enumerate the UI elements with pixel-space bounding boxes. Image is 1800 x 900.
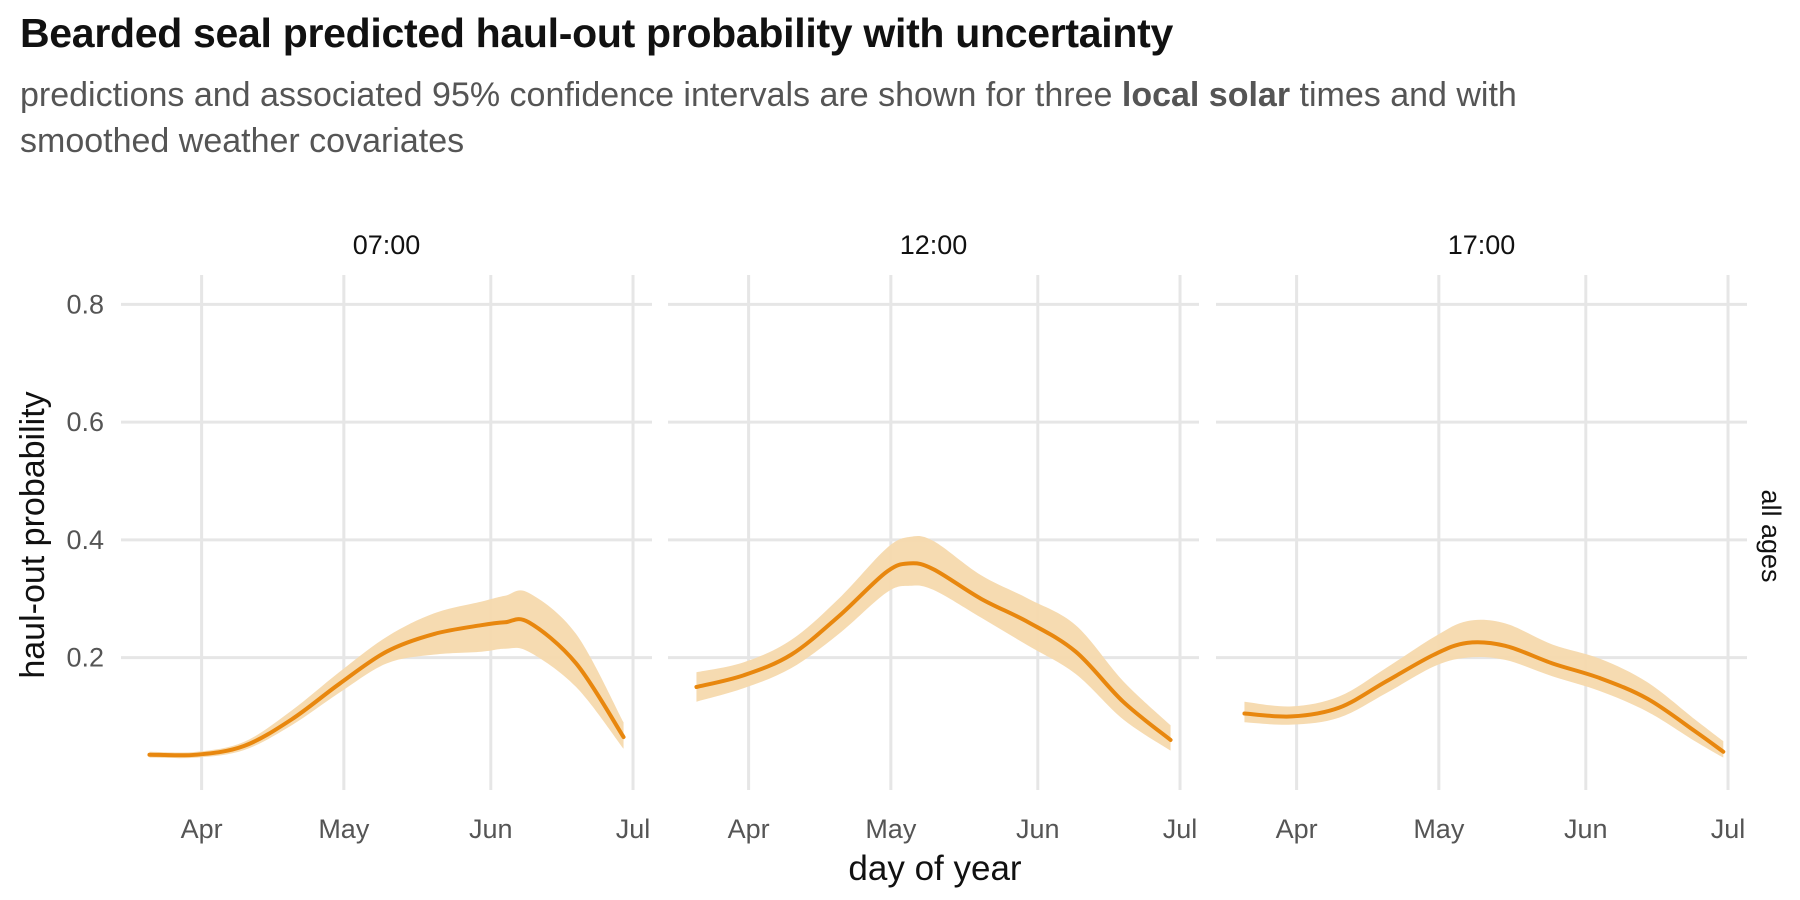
x-tick-label: Jun [469,814,513,844]
facet-panel: Apr May Jun Jul 07:00 [121,230,652,844]
prediction-line [694,561,1173,742]
y-tick-label: 0.2 [66,643,104,673]
subtitle-text-start: predictions and associated 95% confidenc… [20,76,1122,114]
x-tick-label: Jul [1163,814,1198,844]
x-tick-label: Apr [1276,814,1318,844]
x-tick-label: Jun [1016,814,1060,844]
chart-subtitle: predictions and associated 95% confidenc… [20,72,1520,164]
prediction-line [147,617,626,758]
x-tick-label: May [318,814,370,844]
y-tick-label: 0.6 [66,407,104,437]
x-tick-label: Apr [728,814,770,844]
y-axis: 0.2 0.4 0.6 0.8 [66,289,104,672]
y-axis-label: haul-out probability [14,391,52,678]
confidence-ribbon [149,590,624,759]
y-tick-label: 0.4 [66,525,104,555]
x-tick-label: May [865,814,917,844]
subtitle-bold-text: local solar [1121,76,1291,114]
subtitle-text-end: times and with smoothed weather covariat… [20,76,1517,160]
facet-strip-label: 07:00 [353,230,421,260]
facet-panel: Apr May Jun Jul 12:00 [668,230,1199,844]
x-tick-label: Apr [181,814,223,844]
confidence-ribbon [696,535,1171,751]
prediction-line [1242,640,1726,754]
facet-strip-right: all ages [1756,489,1786,582]
x-tick-label: May [1413,814,1465,844]
x-tick-label: Jun [1564,814,1608,844]
facet-panel: Apr May Jun Jul 17:00 [1216,230,1747,844]
x-axis-label: day of year [848,849,1021,888]
x-tick-label: Jul [1711,814,1746,844]
chart-title: Bearded seal predicted haul-out probabil… [20,10,1173,56]
facet-strip-label: 12:00 [900,230,968,260]
facet-strip-label: 17:00 [1448,230,1516,260]
x-tick-label: Jul [616,814,651,844]
y-tick-label: 0.8 [66,289,104,319]
panels-layer: Apr May Jun Jul 07:00 Apr May Jun Jul 12:00 Apr May… [121,230,1747,844]
